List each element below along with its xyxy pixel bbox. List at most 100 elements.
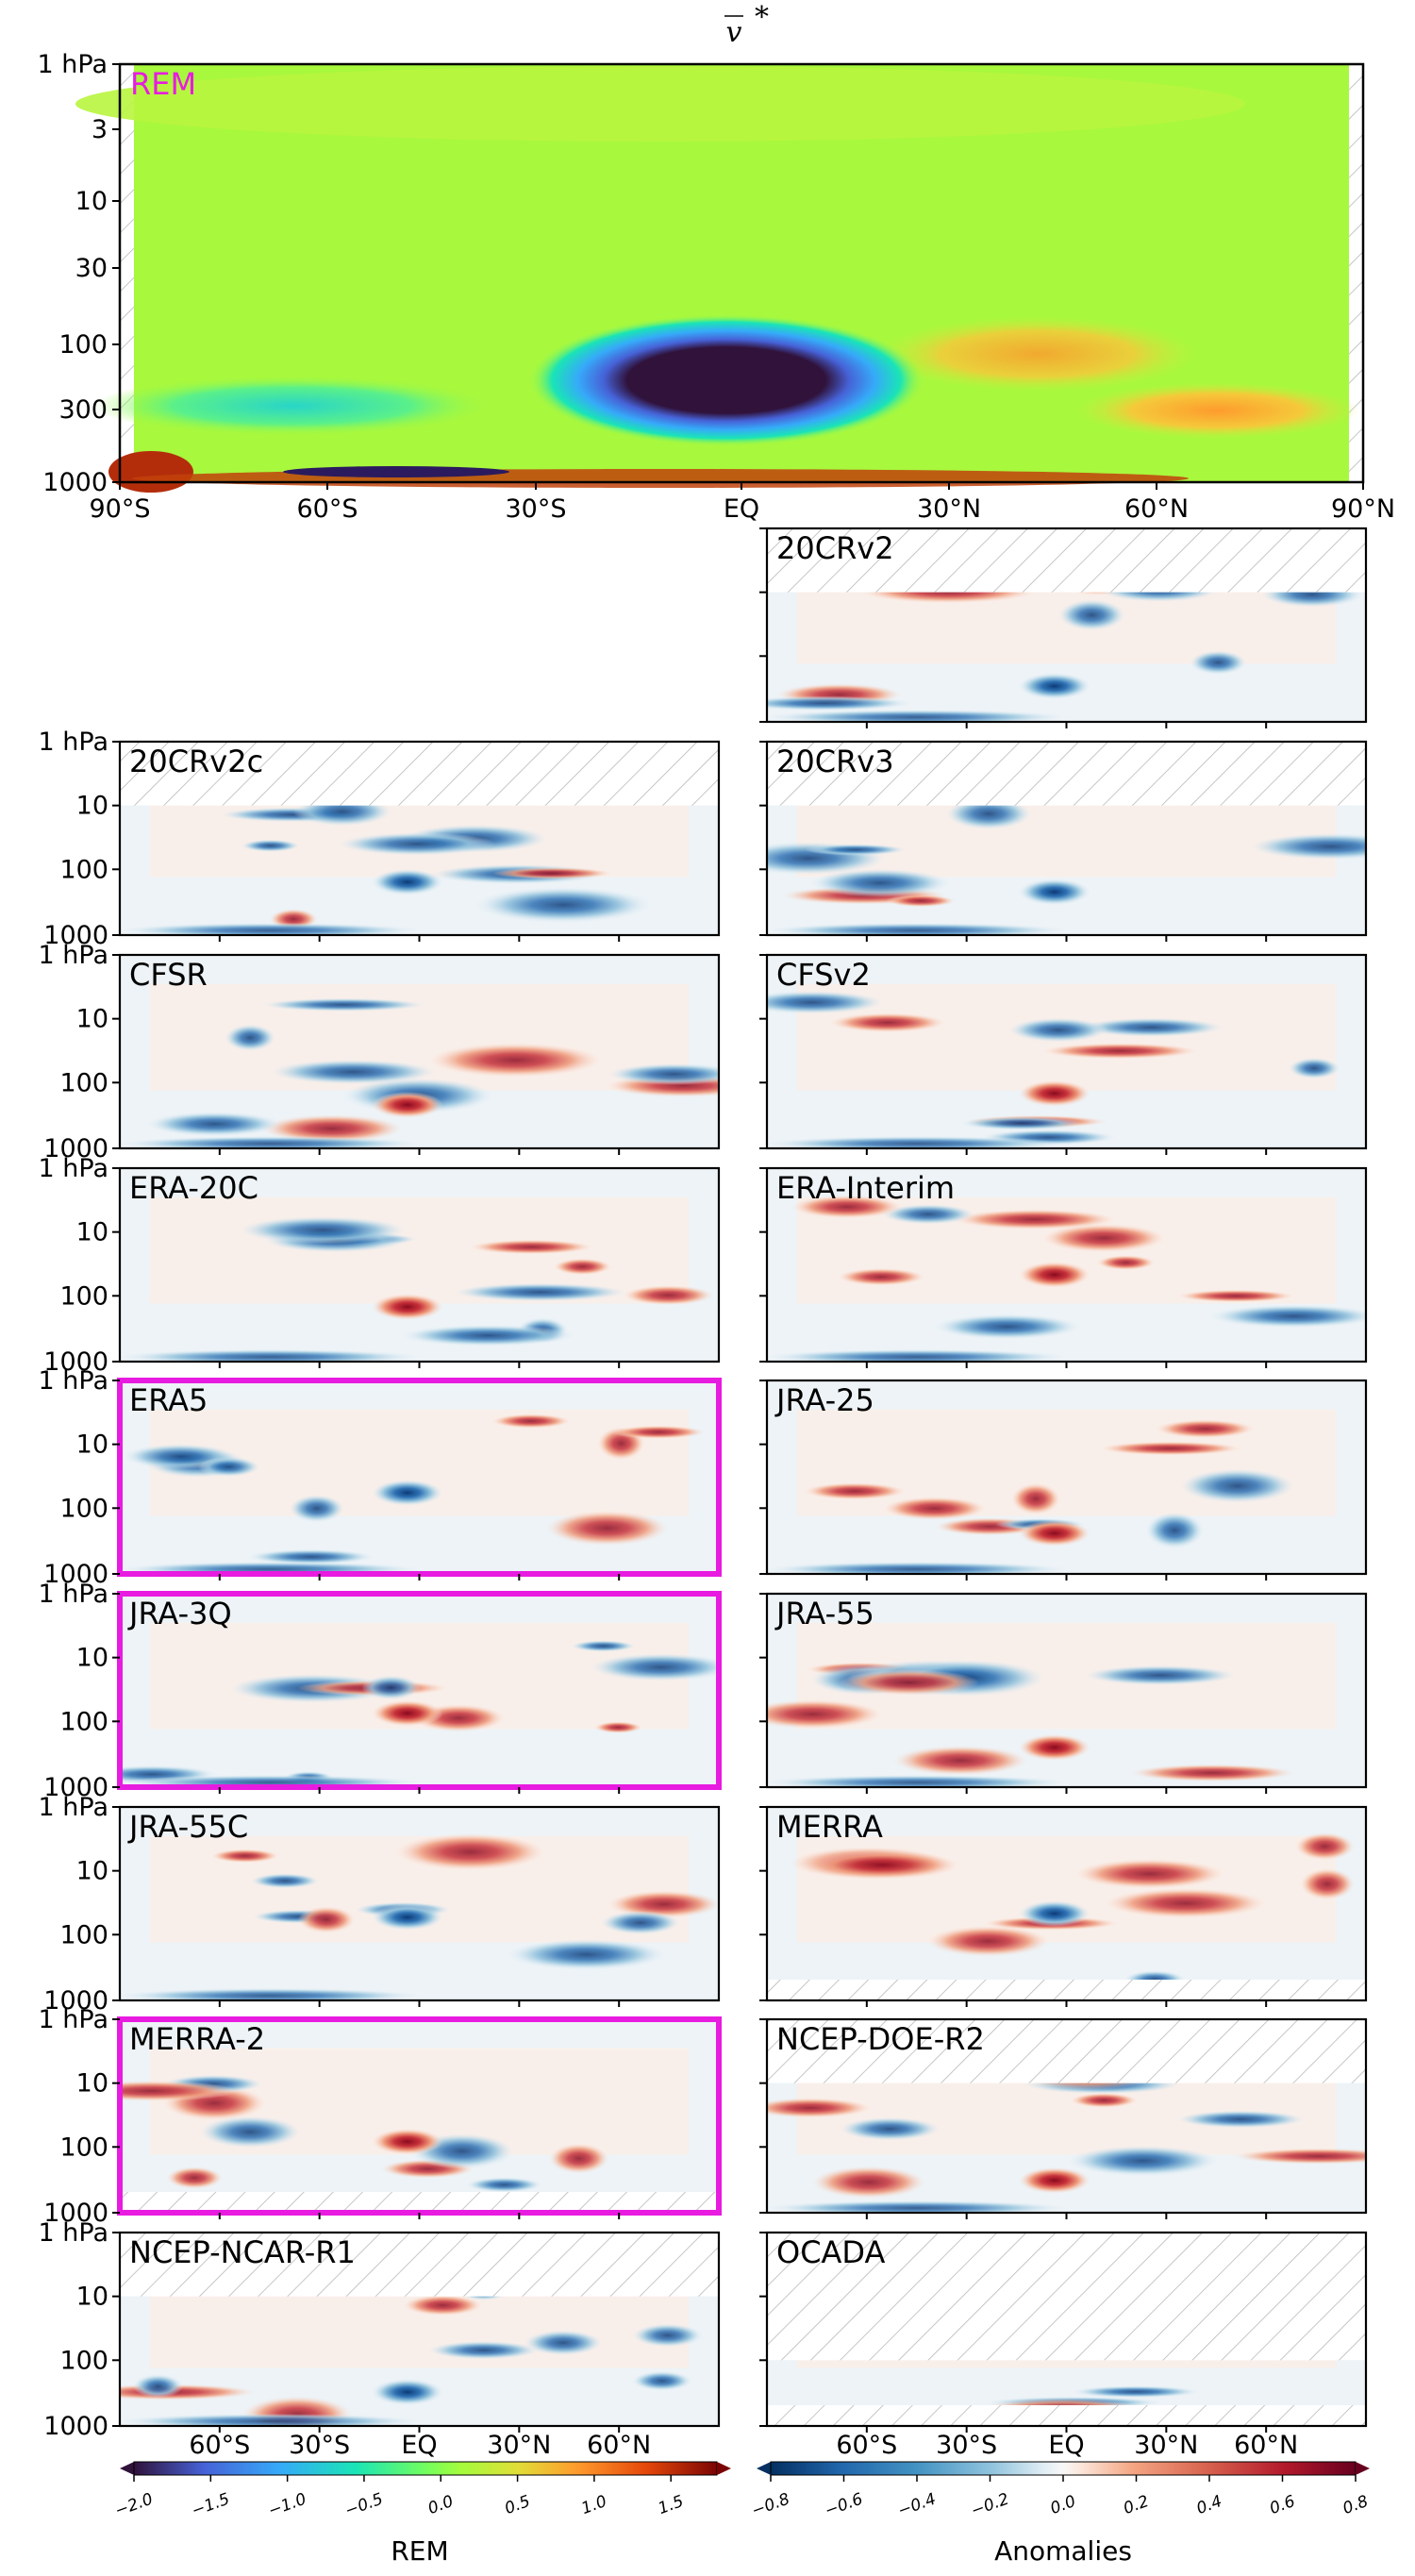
anomaly-equatorial bbox=[1018, 1519, 1090, 1547]
anomaly-surface bbox=[767, 1775, 1068, 1787]
missing-data-hatch bbox=[767, 2019, 1366, 2083]
panel-cfsr: CFSR 1 hPa 10 100 1000 bbox=[39, 941, 721, 1163]
colorbar-tick-label: −0.8 bbox=[749, 2489, 792, 2520]
panel-20crv3: 20CRv3 bbox=[759, 740, 1368, 942]
y-tick-label: 1 hPa bbox=[39, 1793, 109, 1822]
panel-20crv2: 20CRv2 bbox=[759, 527, 1368, 728]
anomaly-positive bbox=[837, 1267, 925, 1286]
y-tick-label: 10 bbox=[75, 187, 108, 216]
x-tick-label: 30°N bbox=[917, 494, 981, 524]
anomaly-surface bbox=[767, 2200, 1068, 2213]
colorbar-tick-label: 0.0 bbox=[1048, 2492, 1078, 2518]
anomaly-negative bbox=[571, 1640, 636, 1652]
y-tick-label: 10 bbox=[76, 1644, 108, 1673]
x-tick-label: 60°N bbox=[1234, 2431, 1298, 2460]
panel-label: CFSv2 bbox=[776, 957, 871, 993]
y-tick-label: 1000 bbox=[43, 2199, 108, 2228]
panel-label: 20CRv2c bbox=[129, 744, 263, 779]
anomaly-positive bbox=[593, 1721, 642, 1733]
panel-label: JRA-3Q bbox=[127, 1596, 232, 1631]
y-tick-label: 1 hPa bbox=[39, 1580, 109, 1609]
bottom-x-axes: 60°S 30°S EQ 30°N 60°N 60°S 30°S EQ 30°N 60°N bbox=[189, 2431, 1298, 2460]
anomaly-positive bbox=[1129, 1764, 1295, 1782]
colorbar-tick-label: −0.2 bbox=[969, 2490, 1012, 2521]
anomaly-positive bbox=[553, 1258, 612, 1276]
anomaly-negative bbox=[261, 997, 425, 1012]
anomaly-positive bbox=[1233, 2148, 1366, 2165]
colorbar-tick-label: −2.0 bbox=[112, 2490, 156, 2521]
anomaly-positive bbox=[545, 1510, 669, 1547]
y-tick-label: 1 hPa bbox=[39, 728, 109, 757]
y-tick-label: 100 bbox=[59, 2346, 108, 2375]
y-tick-label: 1 hPa bbox=[39, 2218, 109, 2248]
anomaly-negative bbox=[945, 797, 1032, 830]
anomaly-positive bbox=[297, 1906, 356, 1933]
y-tick-label: 100 bbox=[59, 1707, 108, 1736]
anomaly-positive bbox=[491, 1413, 572, 1429]
colorbar-tick-label: 0.6 bbox=[1267, 2492, 1297, 2518]
anomaly-surface bbox=[767, 923, 1068, 935]
panel-ncep-ncar-r1: NCEP-NCAR-R1 1 hPa 10 100 1000 bbox=[39, 2218, 721, 2441]
anomaly-negative bbox=[590, 1653, 719, 1681]
y-tick-label: 100 bbox=[59, 1068, 108, 1097]
anomaly-negative bbox=[241, 839, 301, 852]
rem-colorbar-label: REM bbox=[391, 2535, 448, 2567]
anomaly-equatorial bbox=[371, 2128, 443, 2155]
anomaly-equatorial bbox=[1018, 1261, 1090, 1288]
anomaly-positive bbox=[166, 2166, 223, 2189]
anomaly-negative bbox=[1072, 2385, 1199, 2399]
anomaly-equatorial bbox=[1018, 2166, 1090, 2194]
panel-label: ERA-Interim bbox=[776, 1170, 955, 1206]
panel-jra-3q: JRA-3Q 1 hPa 10 100 1000 bbox=[39, 1580, 722, 1802]
anomaly-equatorial bbox=[371, 868, 443, 895]
x-tick-label: 60°N bbox=[587, 2431, 651, 2460]
y-tick-label: 100 bbox=[59, 1281, 108, 1311]
anomaly-equatorial bbox=[1018, 1733, 1090, 1761]
anomaly-equatorial bbox=[1018, 1079, 1090, 1107]
figure-title: v * bbox=[724, 1, 769, 49]
anomaly-positive bbox=[839, 1669, 980, 1696]
y-tick-label: 300 bbox=[58, 395, 108, 425]
anomaly-surface bbox=[120, 2414, 421, 2426]
panel-label: OCADA bbox=[776, 2234, 886, 2270]
anomalies-colorbar-label: Anomalies bbox=[994, 2535, 1132, 2567]
anomaly-negative bbox=[839, 2116, 941, 2141]
anomaly-negative bbox=[1068, 2145, 1218, 2177]
colorbar-tick-label: 1.5 bbox=[656, 2492, 686, 2518]
anomaly-positive bbox=[1155, 1419, 1256, 1439]
y-tick-label: 1 hPa bbox=[39, 2005, 109, 2034]
rem-colorbar: −2.0 −1.5 −1.0 −0.5 0.0 0.5 1.0 1.5 REM bbox=[112, 2461, 731, 2567]
panel-label: MERRA-2 bbox=[129, 2021, 265, 2057]
anomaly-equatorial bbox=[371, 1293, 443, 1320]
anomaly-negative bbox=[600, 1910, 681, 1935]
y-tick-label: 100 bbox=[59, 855, 108, 884]
anomaly-negative bbox=[132, 2374, 184, 2399]
anomaly-negative bbox=[1189, 650, 1247, 676]
anomaly-negative bbox=[147, 1112, 282, 1137]
anomaly-positive bbox=[1070, 2092, 1139, 2108]
anomaly-negative bbox=[1249, 832, 1366, 861]
anomaly-negative bbox=[1057, 598, 1126, 631]
anomaly-surface bbox=[120, 1775, 421, 1787]
anomaly-positive bbox=[1010, 1482, 1061, 1515]
anomaly-positive bbox=[1104, 1887, 1268, 1919]
panel-merra: MERRA bbox=[759, 1805, 1368, 2007]
anomaly-equatorial bbox=[371, 1903, 443, 1931]
x-tick-label: 60°S bbox=[836, 2431, 897, 2460]
anomaly-negative bbox=[402, 1325, 574, 1347]
missing-data-hatch bbox=[767, 528, 1366, 593]
x-tick-label: EQ bbox=[1048, 2431, 1084, 2460]
anomaly-surface bbox=[120, 1988, 421, 2000]
panel-ncep-doe-r2: NCEP-DOE-R2 bbox=[759, 2017, 1368, 2219]
y-tick-label: 1000 bbox=[43, 2412, 108, 2441]
y-tick-label: 3 bbox=[92, 115, 108, 144]
anomaly-positive bbox=[427, 1043, 603, 1078]
anomaly-surface bbox=[767, 1136, 1068, 1148]
y-tick-label: 1 hPa bbox=[39, 1366, 109, 1396]
x-tick-label: 90°N bbox=[1331, 494, 1395, 524]
anomaly-negative bbox=[632, 2323, 704, 2348]
panel-20crv2c: 20CRv2c 1 hPa 10 100 1000 bbox=[39, 728, 721, 950]
anomaly-equatorial bbox=[1018, 878, 1090, 906]
panel-label: NCEP-DOE-R2 bbox=[776, 2021, 985, 2057]
y-tick-label: 1 hPa bbox=[39, 941, 109, 970]
